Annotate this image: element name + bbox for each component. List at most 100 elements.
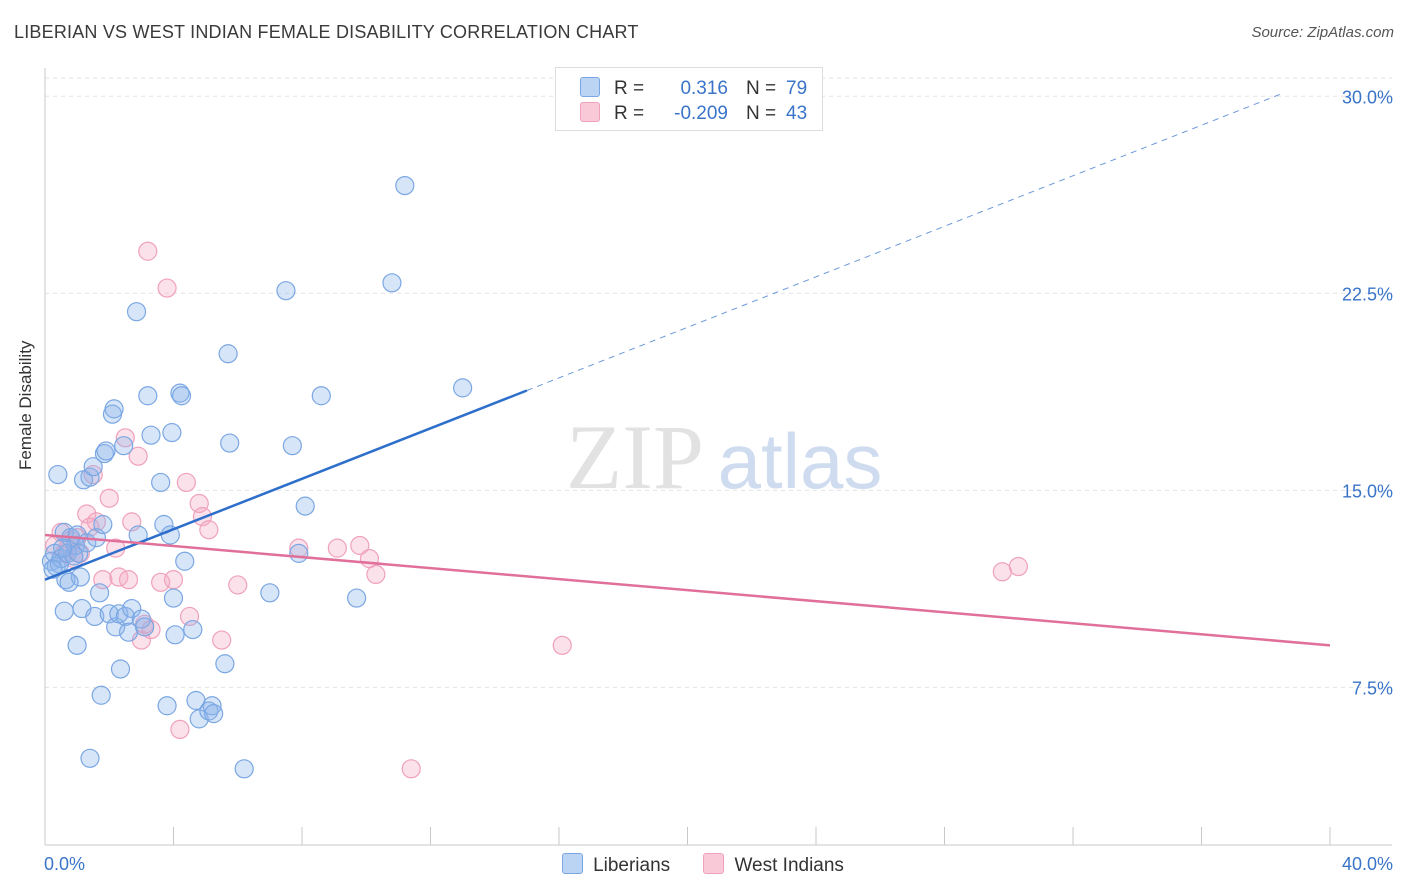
liberians-point <box>93 514 113 535</box>
west-indians-point <box>163 570 184 590</box>
grid-lines <box>45 77 1392 688</box>
liberians-point <box>80 467 100 487</box>
west-indians-point <box>327 538 347 558</box>
r-value: 0.316 <box>680 78 728 99</box>
liberians-point <box>189 709 209 729</box>
stats-legend: R = 0.316 N = 79 R = -0.209 N = 43 <box>555 67 823 131</box>
liberians-point <box>85 606 105 627</box>
west-indians-trend-line <box>44 533 1331 647</box>
axes <box>44 68 1392 846</box>
liberians-point <box>260 583 280 603</box>
legend-item-liberians[interactable]: Liberians <box>562 853 670 877</box>
liberians-point <box>276 281 296 301</box>
liberians-point <box>48 464 68 485</box>
liberians-point <box>347 588 367 608</box>
west-indians-legend-swatch <box>703 853 725 874</box>
liberians-point <box>67 635 87 655</box>
west-indians-point <box>128 446 148 466</box>
west-indians-swatch <box>580 102 600 122</box>
west-indians-point <box>118 570 139 590</box>
liberians-point <box>80 748 100 768</box>
legend-label-liberians: Liberians <box>593 855 671 876</box>
liberians-point <box>175 551 195 571</box>
liberians-point <box>91 685 111 705</box>
chart-title: LIBERIAN VS WEST INDIAN FEMALE DISABILIT… <box>14 22 639 42</box>
liberians-point <box>395 175 415 196</box>
liberians-legend-swatch <box>562 853 584 874</box>
tick-labels: 7.5% 15.0% 22.5% 30.0% 0.0% 40.0% <box>44 87 1393 874</box>
liberians-point <box>165 625 185 645</box>
legend-label-west-indians: West Indians <box>734 855 844 876</box>
liberians-points <box>41 175 473 779</box>
west-indians-point <box>366 564 386 585</box>
west-indians-point <box>228 575 248 595</box>
liberians-point <box>96 441 116 461</box>
liberians-point <box>151 472 171 493</box>
r-label: R = <box>614 103 645 124</box>
liberians-point <box>215 654 235 674</box>
liberians-point <box>382 273 402 293</box>
liberians-trend-line <box>44 389 528 581</box>
west-indians-point <box>176 472 196 493</box>
west-indians-point <box>552 635 572 655</box>
liberians-point <box>114 436 134 456</box>
watermark-zip: ZIP <box>566 406 704 508</box>
west-indians-point <box>99 488 119 508</box>
y-tick-label: 30.0% <box>1342 87 1393 107</box>
west-indians-point <box>1008 556 1028 577</box>
liberians-point <box>115 606 135 627</box>
stats-row-liberians: R = 0.316 N = 79 <box>580 77 807 101</box>
liberians-point <box>141 425 161 445</box>
liberians-point <box>289 543 309 563</box>
liberians-point <box>83 457 103 477</box>
x-tick-label: 40.0% <box>1342 854 1393 874</box>
n-label: N = <box>746 103 777 124</box>
liberians-point <box>59 572 79 592</box>
source-label: Source: ZipAtlas.com <box>1251 24 1394 41</box>
legend-item-west-indians[interactable]: West Indians <box>703 853 844 877</box>
n-label: N = <box>746 78 777 99</box>
west-indians-point <box>992 562 1012 582</box>
liberians-point <box>218 344 238 364</box>
y-tick-label: 15.0% <box>1342 481 1393 501</box>
liberians-point <box>204 704 224 724</box>
liberians-point <box>295 496 315 516</box>
trend-lines <box>44 93 1331 647</box>
watermark: ZIP atlas <box>566 406 882 508</box>
liberians-point <box>220 433 240 453</box>
liberians-point <box>90 583 110 603</box>
liberians-trend-extension <box>526 93 1282 391</box>
liberians-point <box>171 386 192 406</box>
liberians-point <box>311 386 331 406</box>
liberians-point <box>53 538 73 558</box>
liberians-point <box>104 399 124 419</box>
west-indians-point <box>199 520 219 540</box>
liberians-point <box>54 601 74 621</box>
west-indians-point <box>138 241 158 261</box>
liberians-point <box>134 617 155 637</box>
liberians-point <box>157 696 177 716</box>
west-indians-point <box>170 719 190 740</box>
west-indians-point <box>157 278 177 298</box>
liberians-swatch <box>580 77 600 97</box>
west-indians-point <box>83 464 103 485</box>
x-tick-label: 0.0% <box>44 854 85 874</box>
liberians-point <box>70 567 90 587</box>
n-value: 79 <box>786 78 808 99</box>
liberians-point <box>126 302 147 322</box>
west-indians-point <box>350 535 370 556</box>
stats-row-west-indians: R = -0.209 N = 43 <box>580 102 807 126</box>
liberians-point <box>234 759 254 779</box>
y-tick-label: 22.5% <box>1342 284 1393 304</box>
liberians-point <box>163 588 184 608</box>
watermark-atlas: atlas <box>718 417 883 505</box>
r-label: R = <box>614 78 645 99</box>
n-value: 43 <box>786 103 808 124</box>
r-value: -0.209 <box>674 103 728 124</box>
liberians-point <box>122 598 142 619</box>
liberians-point <box>110 659 131 679</box>
liberians-point <box>453 378 473 398</box>
west-indians-point <box>212 630 232 650</box>
liberians-point <box>162 422 182 443</box>
